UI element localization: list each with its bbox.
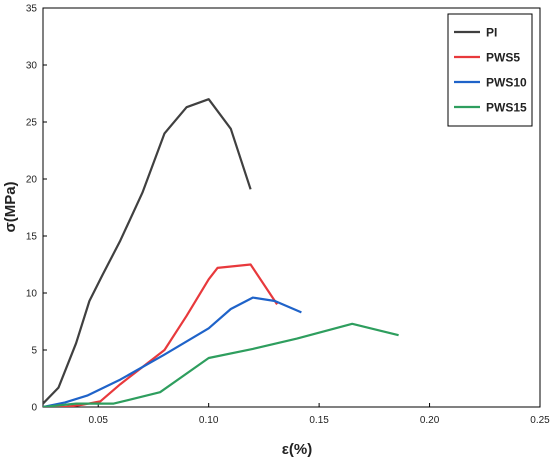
plot-border [42, 7, 541, 408]
y-tick-label: 0 [31, 403, 37, 414]
legend-label: PWS5 [486, 51, 520, 65]
y-tick-label: 15 [26, 232, 38, 243]
legend-label: PWS10 [486, 76, 527, 90]
series-lines [43, 98, 399, 407]
series-line-pi [43, 98, 252, 405]
x-tick-label: 0.15 [309, 415, 329, 426]
y-tick-label: 5 [31, 346, 37, 357]
series-line-pws10 [43, 296, 302, 407]
x-tick-label: 0.05 [88, 415, 108, 426]
y-tick-label: 10 [26, 289, 38, 300]
legend-label: PI [486, 26, 497, 40]
y-tick-label: 30 [26, 61, 38, 72]
series-line-pws15 [43, 322, 399, 407]
y-tick-label: 35 [26, 4, 38, 15]
y-axis-title: σ(MPa) [2, 181, 19, 232]
x-tick-label: 0.20 [420, 415, 440, 426]
y-tick-label: 20 [26, 175, 38, 186]
y-tick-label: 25 [26, 118, 38, 129]
plot-frame [42, 7, 541, 408]
legend: PI PWS5 PWS10 PWS15 [447, 13, 533, 127]
x-tick-label: 0.10 [199, 415, 219, 426]
series-line-pws5 [43, 263, 279, 407]
axis-ticks: 0.05 0.10 0.15 0.20 0.25 0 5 10 15 20 25 30 35 [26, 4, 550, 427]
legend-label: PWS15 [486, 101, 527, 115]
x-axis-title: ε(%) [282, 441, 312, 458]
x-tick-label: 0.25 [530, 415, 550, 426]
